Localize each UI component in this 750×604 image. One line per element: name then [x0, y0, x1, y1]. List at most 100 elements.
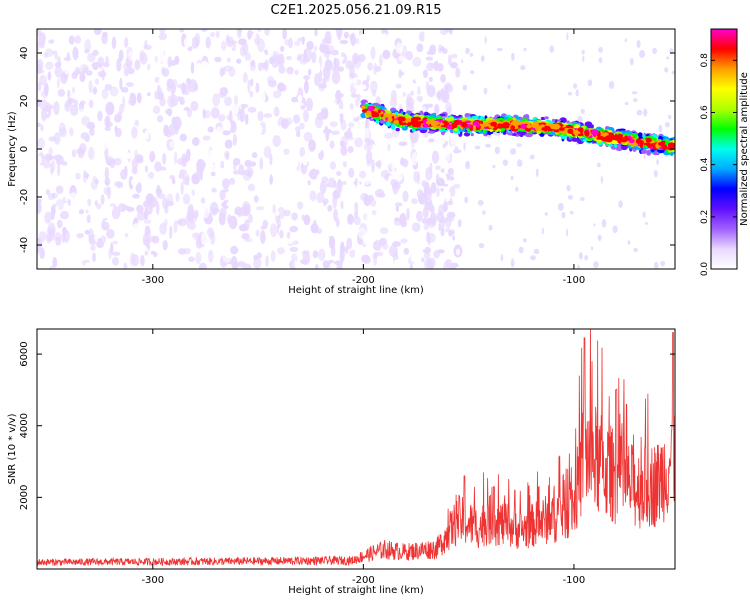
heatmap-cell	[223, 150, 230, 159]
heatmap-cell	[154, 161, 162, 172]
heatmap-cell	[40, 124, 44, 132]
heatmap-cell	[200, 197, 206, 204]
heatmap-cell	[367, 62, 373, 71]
heatmap-cell	[414, 121, 422, 128]
heatmap-cell	[147, 63, 151, 71]
heatmap-cell	[260, 230, 266, 244]
heatmap-cell	[366, 110, 372, 117]
heatmap-cell	[433, 250, 440, 259]
heatmap-cell	[395, 127, 400, 132]
heatmap-cell	[347, 145, 354, 154]
heatmap-cell	[101, 138, 108, 152]
heatmap-cell	[74, 66, 81, 76]
heatmap-cell	[492, 164, 496, 169]
heatmap-cell	[381, 29, 387, 35]
heatmap-cell	[452, 128, 459, 132]
heatmap-cell	[402, 190, 409, 203]
heatmap-cell	[391, 29, 400, 35]
heatmap-cell	[114, 172, 120, 181]
heatmap-cell	[523, 238, 527, 243]
heatmap-cell	[55, 185, 64, 195]
heatmap-cell	[297, 94, 303, 103]
heatmap-cell	[193, 209, 199, 219]
heatmap-cell	[112, 256, 119, 266]
heatmap-cell	[315, 263, 319, 269]
heatmap-cell	[59, 127, 67, 138]
heatmap-cell	[431, 150, 440, 164]
heatmap-cell	[534, 123, 540, 129]
heatmap-cell	[303, 109, 309, 122]
heatmap-cell	[157, 216, 164, 223]
heatmap-cell	[105, 101, 115, 116]
heatmap-cell	[118, 49, 124, 62]
heatmap-cell	[609, 136, 615, 140]
heatmap-cell	[297, 201, 304, 210]
heatmap-cell	[421, 257, 425, 263]
heatmap-cell	[618, 128, 626, 131]
heatmap-cell	[664, 67, 669, 73]
heatmap-cell	[268, 57, 275, 65]
heatmap-cell	[535, 168, 539, 178]
spectrogram-xlabel: Height of straight line (km)	[288, 285, 424, 296]
heatmap-cell	[640, 149, 648, 155]
heatmap-cell	[449, 262, 459, 268]
heatmap-cell	[210, 39, 216, 46]
heatmap-cell	[95, 226, 102, 237]
heatmap-cell	[371, 89, 377, 97]
heatmap-cell	[56, 158, 63, 165]
heatmap-cell	[283, 148, 290, 155]
heatmap-cell	[349, 103, 354, 110]
heatmap-cell	[200, 60, 209, 72]
heatmap-cell	[204, 156, 210, 165]
heatmap-cell	[332, 96, 337, 107]
heatmap-cell	[410, 90, 414, 96]
heatmap-cell	[639, 50, 646, 58]
heatmap-cell	[469, 52, 474, 57]
heatmap-cell	[224, 139, 233, 149]
heatmap-cell	[214, 56, 222, 63]
heatmap-cell	[600, 137, 609, 142]
heatmap-cell	[510, 148, 517, 155]
heatmap-cell	[441, 180, 445, 185]
heatmap-cell	[380, 33, 389, 47]
heatmap-cell	[42, 159, 51, 169]
heatmap-cell	[218, 91, 227, 99]
heatmap-cell	[156, 185, 161, 197]
heatmap-cell	[228, 40, 238, 45]
heatmap-cell	[37, 259, 42, 269]
heatmap-cell	[442, 54, 446, 60]
heatmap-cell	[337, 30, 342, 41]
heatmap-cell	[326, 56, 330, 68]
heatmap-cell	[386, 114, 391, 118]
heatmap-cell	[276, 247, 285, 255]
heatmap-cell	[242, 103, 249, 109]
heatmap-cell	[180, 153, 188, 168]
heatmap-cell	[202, 254, 209, 262]
heatmap-cell	[244, 113, 249, 125]
heatmap-cell	[315, 169, 320, 175]
heatmap-cell	[257, 29, 262, 33]
heatmap-cell	[131, 126, 138, 139]
heatmap-cell	[449, 186, 456, 198]
heatmap-cell	[363, 177, 371, 186]
heatmap-cell	[247, 79, 251, 93]
heatmap-cell	[441, 152, 451, 163]
heatmap-cell	[154, 55, 158, 63]
heatmap-cell	[454, 120, 462, 124]
heatmap-cell	[92, 64, 98, 71]
heatmap-cell	[278, 65, 286, 74]
heatmap-cell	[97, 238, 102, 243]
heatmap-cell	[124, 165, 128, 177]
heatmap-cell	[69, 127, 74, 137]
heatmap-cell	[418, 31, 426, 42]
heatmap-cell	[615, 145, 623, 152]
heatmap-cell	[183, 37, 193, 48]
heatmap-cell	[109, 86, 119, 97]
heatmap-cell	[88, 80, 93, 93]
heatmap-cell	[319, 44, 327, 53]
heatmap-cell	[212, 66, 216, 78]
heatmap-cell	[382, 116, 386, 121]
heatmap-cell	[321, 98, 327, 110]
heatmap-cell	[264, 59, 269, 72]
